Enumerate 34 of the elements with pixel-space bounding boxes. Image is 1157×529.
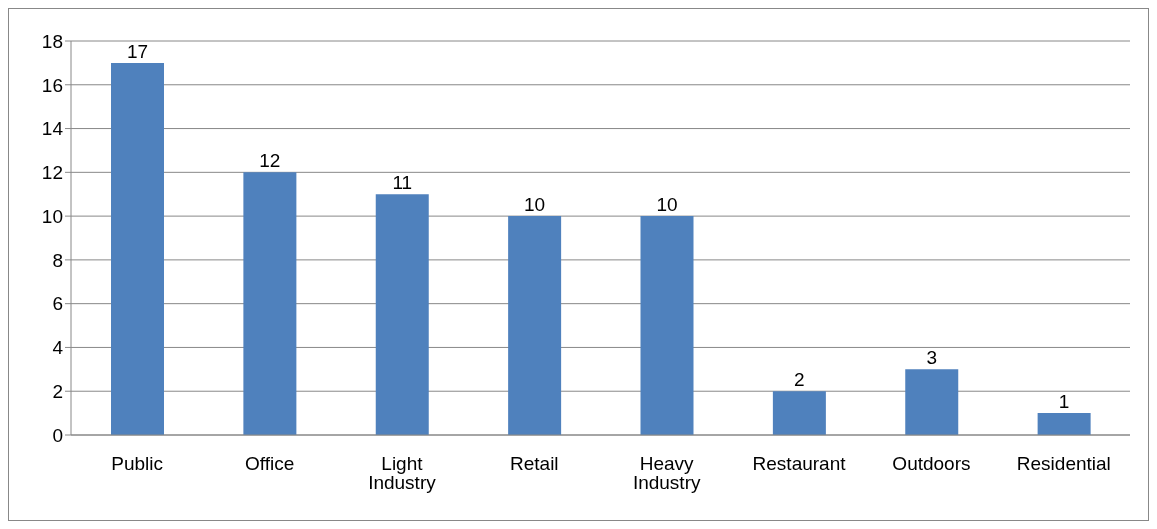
y-tick-label: 10 xyxy=(41,205,63,227)
x-tick-label: Retail xyxy=(510,453,559,475)
bar xyxy=(243,172,297,435)
y-tick-label: 14 xyxy=(41,118,64,140)
data-label: 10 xyxy=(524,194,546,216)
data-label: 3 xyxy=(926,347,938,369)
data-label: 10 xyxy=(656,194,678,216)
data-label: 17 xyxy=(126,40,149,62)
data-label: 12 xyxy=(259,150,281,172)
y-tick-label: 6 xyxy=(52,293,63,315)
y-tick-label: 8 xyxy=(52,249,63,271)
bar xyxy=(1037,413,1091,435)
bar xyxy=(111,62,164,435)
y-tick-label: 2 xyxy=(52,380,63,402)
data-label: 2 xyxy=(794,369,805,391)
y-tick-label: 18 xyxy=(41,30,63,52)
y-tick-label: 16 xyxy=(41,74,63,96)
bar xyxy=(508,216,562,435)
bar xyxy=(905,369,959,435)
x-tick-label: Public xyxy=(111,453,164,475)
x-tick-label: Residential xyxy=(1016,453,1111,475)
bar xyxy=(772,391,826,435)
data-label: 1 xyxy=(1058,391,1070,413)
x-tick-label: Heavy Industry xyxy=(632,453,701,494)
x-tick-label: Outdoors xyxy=(892,453,971,475)
bar xyxy=(375,194,429,435)
x-tick-label: Office xyxy=(244,453,295,475)
y-tick-label: 4 xyxy=(52,337,64,359)
y-tick-label: 12 xyxy=(41,162,63,184)
data-label: 11 xyxy=(392,172,413,194)
y-tick-label: 0 xyxy=(52,424,63,446)
bar xyxy=(640,216,694,435)
x-tick-label: Restaurant xyxy=(752,453,847,475)
x-tick-label: Light Industry xyxy=(368,453,437,494)
